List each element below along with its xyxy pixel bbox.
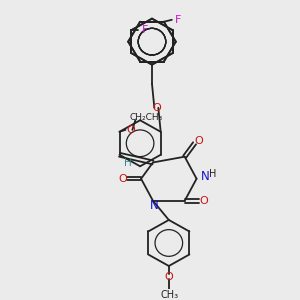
Text: O: O bbox=[118, 174, 127, 184]
Text: N: N bbox=[150, 199, 158, 212]
Text: CH₂CH₃: CH₂CH₃ bbox=[130, 113, 163, 122]
Text: O: O bbox=[194, 136, 203, 146]
Text: O: O bbox=[199, 196, 208, 206]
Text: H: H bbox=[124, 158, 132, 168]
Text: O: O bbox=[126, 125, 135, 135]
Text: H: H bbox=[209, 169, 216, 179]
Text: CH₃: CH₃ bbox=[161, 290, 179, 300]
Text: F: F bbox=[175, 15, 181, 25]
Text: O: O bbox=[152, 103, 161, 113]
Text: F: F bbox=[142, 25, 148, 35]
Text: O: O bbox=[164, 272, 173, 283]
Text: N: N bbox=[201, 170, 210, 183]
